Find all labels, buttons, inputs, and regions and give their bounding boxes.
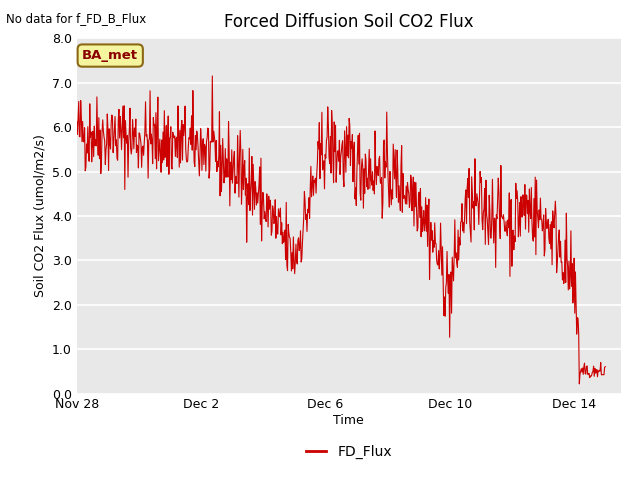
Y-axis label: Soil CO2 Flux (umol/m2/s): Soil CO2 Flux (umol/m2/s) bbox=[33, 134, 46, 298]
Legend: FD_Flux: FD_Flux bbox=[300, 440, 397, 465]
Text: BA_met: BA_met bbox=[82, 49, 138, 62]
Text: No data for f_FD_B_Flux: No data for f_FD_B_Flux bbox=[6, 12, 147, 25]
Title: Forced Diffusion Soil CO2 Flux: Forced Diffusion Soil CO2 Flux bbox=[224, 13, 474, 31]
X-axis label: Time: Time bbox=[333, 414, 364, 427]
